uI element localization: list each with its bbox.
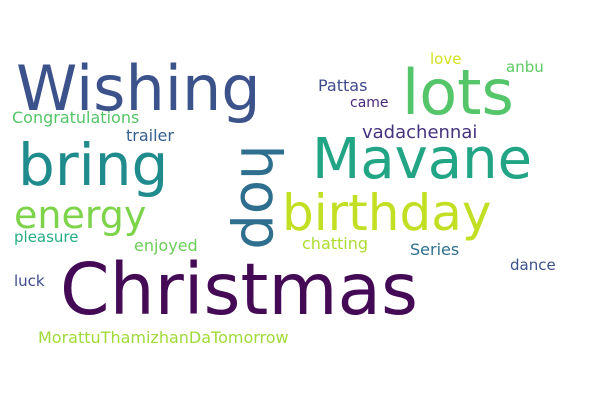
word-came: came xyxy=(350,95,389,111)
word-love: love xyxy=(430,50,462,68)
word-wishing: Wishing xyxy=(16,52,261,125)
word-mavane: Mavane xyxy=(312,127,533,192)
word-christmas: Christmas xyxy=(60,248,418,331)
word-morattuthamizhandatomorrow: MorattuThamizhanDaTomorrow xyxy=(38,328,289,347)
word-enjoyed: enjoyed xyxy=(134,236,198,255)
word-anbu: anbu xyxy=(506,58,544,76)
word-hop: hop xyxy=(227,144,293,250)
word-pleasure: pleasure xyxy=(14,228,79,246)
word-energy: energy xyxy=(14,193,147,237)
word-birthday: birthday xyxy=(282,184,492,242)
word-lots: lots xyxy=(402,56,514,129)
word-luck: luck xyxy=(14,272,45,290)
word-series: Series xyxy=(410,240,460,259)
word-congratulations: Congratulations xyxy=(12,108,140,127)
word-dance: dance xyxy=(510,256,556,274)
word-trailer: trailer xyxy=(126,126,174,145)
word-pattas: Pattas xyxy=(318,76,368,95)
word-vadachennai: vadachennai xyxy=(362,122,478,143)
word-bring: bring xyxy=(18,131,169,199)
word-chatting: chatting xyxy=(302,234,369,253)
